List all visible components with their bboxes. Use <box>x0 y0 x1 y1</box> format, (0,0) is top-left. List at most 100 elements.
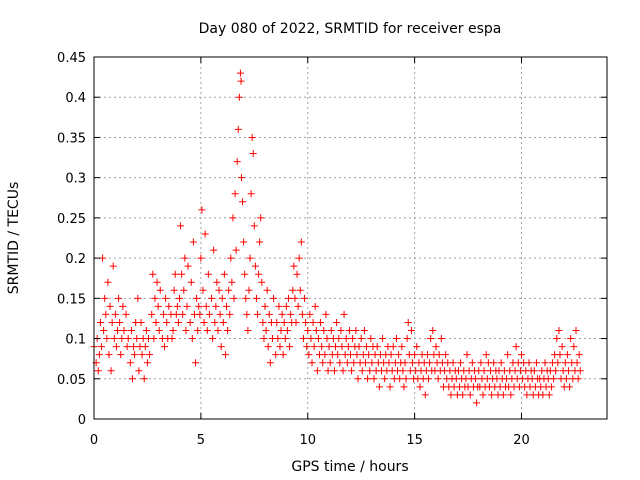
data-point <box>101 294 109 302</box>
data-point <box>539 391 547 399</box>
data-point <box>507 391 515 399</box>
plot-frame <box>93 56 608 420</box>
data-point <box>226 310 234 318</box>
y-tick-label: 0.35 <box>57 131 86 146</box>
data-point <box>365 351 373 359</box>
data-point <box>290 262 298 270</box>
data-point <box>140 375 148 383</box>
data-point <box>497 359 505 367</box>
data-point <box>532 359 540 367</box>
data-point <box>375 383 383 391</box>
data-point <box>563 351 571 359</box>
data-point <box>550 375 558 383</box>
data-point <box>179 310 187 318</box>
y-tick-label: 0.15 <box>57 292 86 307</box>
data-point <box>373 343 381 351</box>
data-point <box>163 318 171 326</box>
data-point <box>306 310 314 318</box>
data-point <box>572 327 580 335</box>
data-point <box>192 359 200 367</box>
data-point <box>154 302 162 310</box>
data-point <box>120 327 128 335</box>
data-point <box>363 343 371 351</box>
data-point <box>348 367 356 375</box>
data-point <box>472 375 480 383</box>
data-point <box>148 310 156 318</box>
data-point <box>151 294 159 302</box>
data-point <box>294 302 302 310</box>
data-point <box>205 310 213 318</box>
data-point <box>295 254 303 262</box>
data-point <box>423 351 431 359</box>
data-point <box>130 343 138 351</box>
data-point <box>122 310 130 318</box>
data-point <box>360 327 368 335</box>
data-point <box>225 286 233 294</box>
data-point <box>102 310 110 318</box>
y-axis-label: SRMTID / TECUs <box>6 182 22 295</box>
data-point <box>197 254 205 262</box>
data-point <box>352 327 360 335</box>
data-point <box>322 310 330 318</box>
data-point <box>361 359 369 367</box>
data-point <box>135 367 143 375</box>
data-point <box>182 327 190 335</box>
data-point <box>435 351 443 359</box>
data-point <box>171 270 179 278</box>
data-point <box>368 359 376 367</box>
data-point <box>392 335 400 343</box>
data-point <box>272 351 280 359</box>
data-point <box>425 375 433 383</box>
data-point <box>177 222 185 230</box>
data-point <box>323 335 331 343</box>
data-point <box>303 343 311 351</box>
data-point <box>242 294 250 302</box>
data-point <box>116 318 124 326</box>
data-point <box>247 190 255 198</box>
data-point <box>308 359 316 367</box>
data-point <box>404 318 412 326</box>
data-point <box>138 351 146 359</box>
data-point <box>334 351 342 359</box>
data-point <box>117 351 125 359</box>
data-point <box>263 286 271 294</box>
data-point <box>459 391 467 399</box>
data-point <box>210 246 218 254</box>
data-point <box>385 359 393 367</box>
data-point <box>146 351 154 359</box>
data-point <box>512 343 520 351</box>
data-point <box>333 318 341 326</box>
data-point <box>233 158 241 166</box>
data-point <box>554 359 562 367</box>
data-point <box>311 302 319 310</box>
data-point <box>442 351 450 359</box>
data-point <box>155 327 163 335</box>
data-point <box>213 278 221 286</box>
data-point <box>126 359 134 367</box>
data-point <box>259 318 267 326</box>
data-point <box>261 302 269 310</box>
data-point <box>278 310 286 318</box>
data-point <box>307 335 315 343</box>
data-point <box>133 335 141 343</box>
data-point <box>427 335 435 343</box>
data-point <box>488 391 496 399</box>
data-point <box>449 359 457 367</box>
data-point <box>109 262 117 270</box>
data-point <box>343 359 351 367</box>
data-point <box>150 335 158 343</box>
data-point <box>473 399 481 407</box>
data-point <box>291 294 299 302</box>
data-point <box>216 310 224 318</box>
data-point <box>575 351 583 359</box>
data-point <box>552 367 560 375</box>
data-point <box>170 286 178 294</box>
data-point <box>457 359 465 367</box>
data-point <box>399 367 407 375</box>
data-point <box>545 391 553 399</box>
x-tick-label: 20 <box>513 433 530 448</box>
data-point <box>118 335 126 343</box>
data-point <box>96 318 104 326</box>
data-point <box>530 367 538 375</box>
data-point <box>280 318 288 326</box>
